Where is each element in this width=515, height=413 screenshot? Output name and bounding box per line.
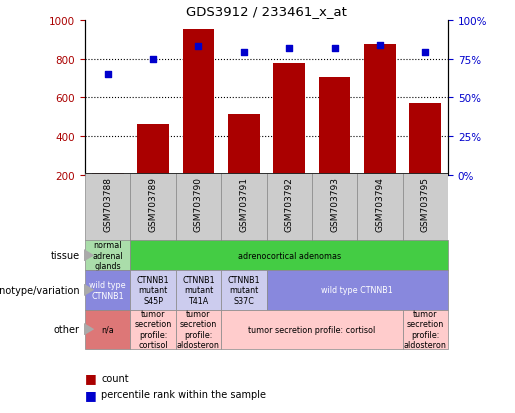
Bar <box>403 310 448 349</box>
Text: GSM703794: GSM703794 <box>375 177 385 232</box>
Bar <box>221 271 267 310</box>
Point <box>239 50 248 57</box>
Polygon shape <box>84 284 94 297</box>
Text: CTNNB1
mutant
S37C: CTNNB1 mutant S37C <box>228 275 260 305</box>
Bar <box>273 64 305 214</box>
Text: tumor
secretion
profile:
aldosteron: tumor secretion profile: aldosteron <box>177 309 220 349</box>
Bar <box>409 104 441 214</box>
Bar <box>357 173 403 242</box>
Polygon shape <box>84 249 94 262</box>
Bar <box>85 241 130 271</box>
Point <box>421 50 430 57</box>
Bar <box>267 173 312 242</box>
Bar <box>176 173 221 242</box>
Bar <box>85 271 130 310</box>
Bar <box>221 173 267 242</box>
Text: genotype/variation: genotype/variation <box>0 285 80 295</box>
Bar <box>176 310 221 349</box>
Bar <box>137 125 169 214</box>
Bar <box>221 310 403 349</box>
Text: CTNNB1
mutant
S45P: CTNNB1 mutant S45P <box>137 275 169 305</box>
Text: wild type CTNNB1: wild type CTNNB1 <box>321 286 393 294</box>
Bar <box>85 310 130 349</box>
Bar <box>182 30 214 214</box>
Bar <box>130 310 176 349</box>
Bar <box>92 173 124 214</box>
Text: percentile rank within the sample: percentile rank within the sample <box>101 389 266 399</box>
Text: GSM703791: GSM703791 <box>239 177 248 232</box>
Title: GDS3912 / 233461_x_at: GDS3912 / 233461_x_at <box>186 5 347 18</box>
Point <box>149 56 157 63</box>
Text: GSM703793: GSM703793 <box>330 177 339 232</box>
Bar <box>364 45 396 214</box>
Bar <box>319 78 351 214</box>
Text: GSM703790: GSM703790 <box>194 177 203 232</box>
Text: GSM703792: GSM703792 <box>285 177 294 232</box>
Text: ■: ■ <box>85 388 97 401</box>
Bar <box>130 271 176 310</box>
Text: GSM703788: GSM703788 <box>103 177 112 232</box>
Polygon shape <box>84 323 94 335</box>
Text: normal
adrenal
glands: normal adrenal glands <box>92 241 123 271</box>
Text: wild type
CTNNB1: wild type CTNNB1 <box>90 280 126 300</box>
Bar <box>403 173 448 242</box>
Bar <box>85 173 130 242</box>
Text: count: count <box>101 373 129 383</box>
Text: GSM703795: GSM703795 <box>421 177 430 232</box>
Point <box>104 71 112 78</box>
Text: tumor secretion profile: cortisol: tumor secretion profile: cortisol <box>248 325 375 334</box>
Point <box>331 45 339 52</box>
Bar <box>176 271 221 310</box>
Bar <box>130 173 176 242</box>
Text: other: other <box>54 324 80 335</box>
Point <box>194 44 202 50</box>
Text: CTNNB1
mutant
T41A: CTNNB1 mutant T41A <box>182 275 215 305</box>
Text: tumor
secretion
profile:
aldosteron: tumor secretion profile: aldosteron <box>404 309 447 349</box>
Text: GSM703789: GSM703789 <box>148 177 158 232</box>
Bar <box>228 114 260 214</box>
Text: ■: ■ <box>85 371 97 385</box>
Point <box>376 42 384 49</box>
Bar <box>130 241 448 271</box>
Point <box>285 45 294 52</box>
Text: adrenocortical adenomas: adrenocortical adenomas <box>237 251 341 260</box>
Text: tumor
secretion
profile:
cortisol: tumor secretion profile: cortisol <box>134 309 171 349</box>
Text: n/a: n/a <box>101 325 114 334</box>
Text: tissue: tissue <box>50 251 80 261</box>
Bar <box>267 271 448 310</box>
Bar <box>312 173 357 242</box>
